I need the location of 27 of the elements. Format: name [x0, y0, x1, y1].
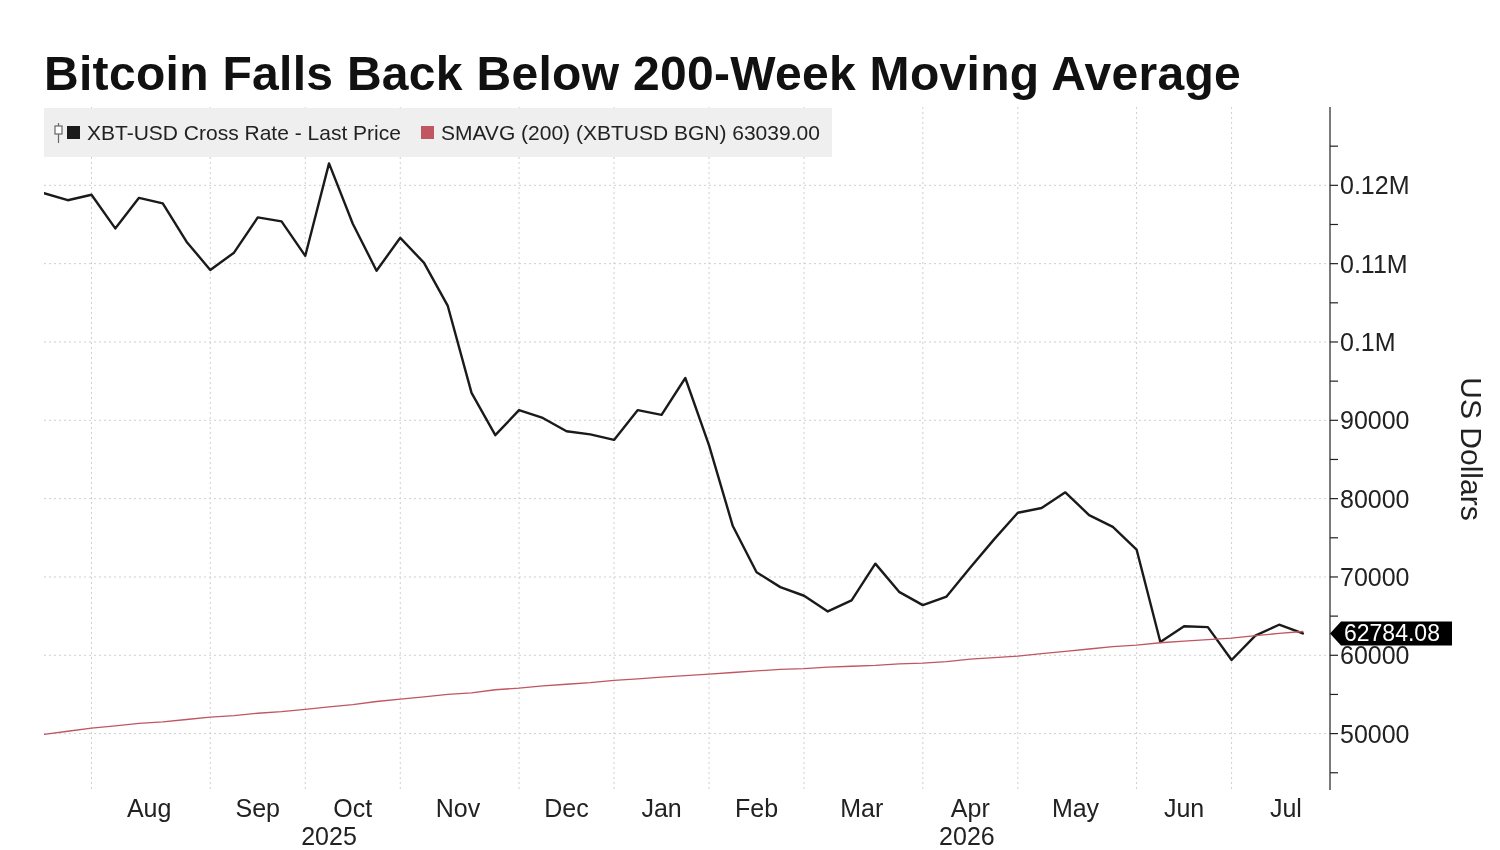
y-tick-label: 0.12M	[1340, 171, 1410, 200]
line-series	[44, 162, 1305, 662]
x-tick-label: Apr	[950, 794, 990, 822]
x-tick-label: May	[1051, 794, 1100, 822]
x-tick-label: Oct	[333, 794, 373, 822]
legend-label: SMAVG (200) (XBTUSD BGN) 63039.00	[440, 120, 820, 145]
x2-tick-label: 2025	[301, 822, 357, 850]
x-tick-label: Feb	[735, 794, 779, 822]
x-tick-label: Nov	[435, 794, 481, 822]
y-tick-label: 50000	[1340, 719, 1410, 748]
x-tick-label: Jun	[1163, 794, 1205, 822]
x-tick-label: Jan	[641, 794, 682, 822]
x-tick-label: Mar	[840, 794, 884, 822]
y-tick-label: 0.11M	[1340, 249, 1408, 278]
chart-title: Bitcoin Falls Back Below 200-Week Moving Average	[44, 47, 1242, 100]
y-tick-label: 70000	[1340, 562, 1410, 591]
x2-tick-label: 2026	[939, 822, 995, 850]
y-tick-label: 80000	[1340, 484, 1410, 513]
legend-label: XBT-USD Cross Rate - Last Price	[87, 120, 401, 145]
y-axis-title: US Dollars	[1454, 376, 1488, 521]
x-tick-label: Dec	[544, 794, 589, 822]
line-series	[44, 630, 1304, 736]
x-tick-label: Jul	[1269, 794, 1302, 822]
x-tick-label: Sep	[235, 794, 281, 822]
y-tick-label: 0.1M	[1340, 327, 1396, 356]
y-tick-label: 90000	[1340, 406, 1410, 435]
x-tick-label: Aug	[126, 794, 172, 822]
